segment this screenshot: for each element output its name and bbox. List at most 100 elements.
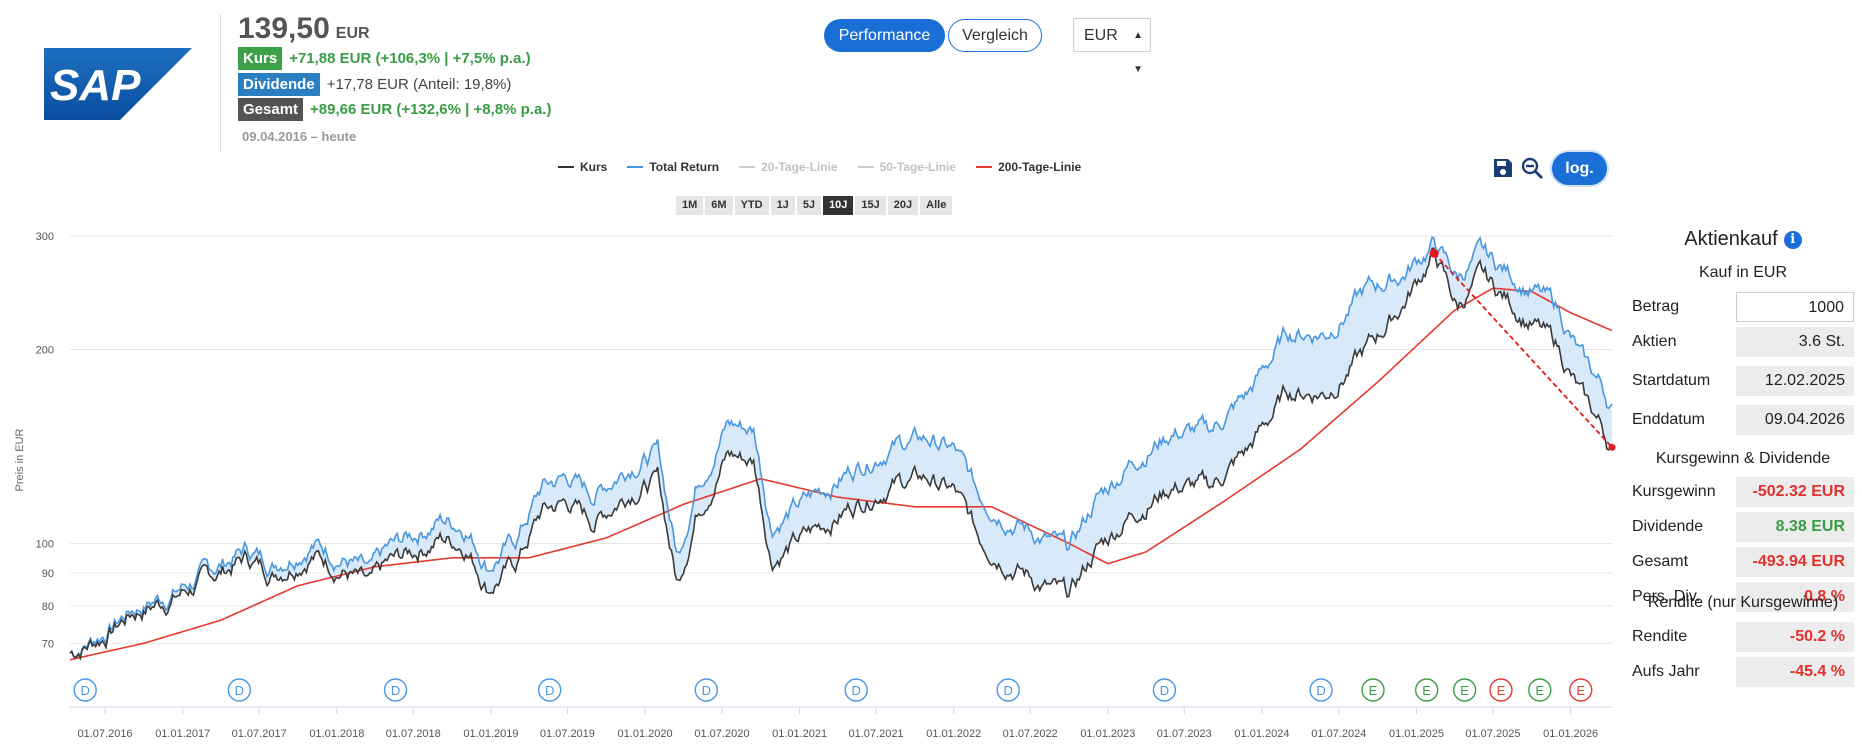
row-enddatum: Enddatum 09.04.2026: [1632, 405, 1854, 435]
event-marker: [1452, 678, 1477, 702]
enddatum-value[interactable]: 09.04.2026: [1736, 405, 1854, 435]
kursgewinn-label: Kursgewinn: [1632, 483, 1716, 500]
row-aufs-jahr: Aufs Jahr -45.4 %: [1632, 657, 1854, 687]
vergleich-button[interactable]: Vergleich: [948, 19, 1042, 52]
range-button-10j[interactable]: 10J: [823, 196, 854, 215]
row-dividende: Dividende 8.38 EUR: [1632, 512, 1854, 542]
event-marker-label: D: [702, 683, 711, 698]
legend-swatch: [558, 166, 574, 168]
aufs-jahr-value: -45.4 %: [1736, 657, 1854, 687]
x-tick-label: 01.07.2018: [386, 728, 441, 740]
row-betrag: Betrag 1000: [1632, 292, 1854, 322]
enddatum-label: Enddatum: [1632, 411, 1705, 428]
event-marker-label: E: [1369, 683, 1378, 698]
aktien-label: Aktien: [1632, 333, 1677, 350]
event-marker: [537, 678, 562, 702]
dividende-label: Dividende: [1632, 518, 1704, 535]
x-tick-label: 01.01.2023: [1080, 728, 1135, 740]
svg-text:®: ®: [134, 109, 141, 119]
event-marker: [1569, 678, 1593, 702]
event-marker-label: D: [852, 683, 861, 698]
event-marker: [383, 678, 408, 702]
range-button-1j[interactable]: 1J: [770, 196, 795, 215]
chart-legend: Kurs Total Return 20-Tage-Linie 50-Tage-…: [558, 160, 1081, 174]
legend-item-200-tage[interactable]: 200-Tage-Linie: [976, 160, 1081, 174]
x-tick-label: 01.07.2024: [1311, 728, 1366, 740]
betrag-input[interactable]: 1000: [1736, 292, 1854, 322]
x-tick-label: 01.07.2022: [1003, 728, 1058, 740]
x-tick-label: 01.01.2019: [463, 728, 518, 740]
legend-swatch: [739, 166, 756, 168]
legend-label: 20-Tage-Linie: [761, 160, 838, 174]
currency-select-value: EUR: [1084, 27, 1118, 44]
event-marker: [1528, 678, 1552, 702]
x-tick-label: 01.07.2016: [78, 728, 133, 740]
dividende-line: Dividende +17,78 EUR (Anteil: 19,8%): [238, 72, 511, 96]
row-gesamt: Gesamt -493.94 EUR: [1632, 547, 1854, 577]
y-tick-label: 90: [42, 568, 54, 580]
x-tick-label: 01.07.2023: [1157, 728, 1212, 740]
select-arrows-icon: ▲ ▼: [1133, 30, 1143, 75]
startdatum-value[interactable]: 12.02.2025: [1736, 366, 1854, 396]
y-tick-label: 80: [42, 601, 54, 613]
event-marker-label: D: [1316, 683, 1325, 698]
event-marker: [694, 678, 719, 702]
range-button-15j[interactable]: 15J: [855, 196, 886, 215]
price-chart[interactable]: 300 200 100 90 80 70 Preis in EUR D D D D D D D D D E E E E…: [0, 222, 1620, 752]
header-divider: [220, 14, 221, 152]
trade-end-point: [1608, 443, 1616, 451]
legend-label: 200-Tage-Linie: [998, 160, 1082, 174]
legend-label: 50-Tage-Linie: [879, 160, 957, 174]
range-button-6m[interactable]: 6M: [705, 196, 733, 215]
save-icon[interactable]: [1491, 156, 1515, 180]
pers-div-label: Pers. Div.: [1632, 588, 1701, 605]
event-marker: [1361, 678, 1385, 702]
legend-swatch: [976, 166, 993, 168]
event-marker-label: E: [1535, 683, 1544, 698]
range-button-ytd[interactable]: YTD: [734, 196, 769, 215]
event-marker: [996, 678, 1020, 702]
range-button-1m[interactable]: 1M: [676, 196, 704, 215]
aufs-jahr-label: Aufs Jahr: [1632, 663, 1700, 680]
range-button-alle[interactable]: Alle: [920, 196, 953, 215]
zoom-out-icon[interactable]: [1520, 156, 1544, 180]
legend-item-20-tage[interactable]: 20-Tage-Linie: [739, 160, 838, 174]
range-selector: 1M 6M YTD 1J 5J 10J 15J 20J Alle: [676, 196, 953, 215]
legend-item-total-return[interactable]: Total Return: [627, 160, 719, 174]
range-button-20j[interactable]: 20J: [887, 196, 919, 215]
performance-button[interactable]: Performance: [824, 19, 945, 52]
event-marker-label: D: [545, 683, 554, 698]
y-axis-label: Preis in EUR: [14, 428, 26, 491]
section-rendite-title: Rendite (nur Kursgewinne): [1647, 594, 1839, 611]
event-marker-label: D: [391, 683, 400, 698]
pers-div-value: 0.8 %: [1736, 582, 1854, 612]
series-line-total-return: [69, 236, 1613, 660]
currency-select[interactable]: EUR ▲ ▼: [1073, 18, 1151, 75]
x-tick-label: 01.07.2020: [694, 728, 749, 740]
event-marker: [227, 678, 252, 702]
x-tick-label: 01.01.2017: [155, 728, 210, 740]
legend-item-kurs[interactable]: Kurs: [558, 160, 607, 174]
dividende-panel-value: 8.38 EUR: [1736, 512, 1854, 542]
legend-swatch: [857, 166, 874, 168]
x-tick-label: 01.01.2024: [1234, 728, 1289, 740]
event-marker: [844, 678, 868, 702]
legend-item-50-tage[interactable]: 50-Tage-Linie: [857, 160, 957, 174]
event-marker-label: D: [1004, 683, 1013, 698]
panel-subtitle: Kauf in EUR: [1698, 264, 1788, 281]
event-marker-label: E: [1460, 683, 1469, 698]
x-tick-label: 01.01.2021: [772, 728, 827, 740]
range-button-5j[interactable]: 5J: [796, 196, 822, 215]
row-kursgewinn: Kursgewinn -502.32 EUR: [1632, 477, 1854, 507]
event-marker-label: D: [235, 683, 244, 698]
betrag-label: Betrag: [1632, 298, 1680, 315]
section-kursgewinn-dividende: Kursgewinn & Dividende: [1655, 450, 1831, 467]
x-tick-label: 01.01.2025: [1389, 728, 1444, 740]
dividende-value: +17,78 EUR (Anteil: 19,8%): [326, 75, 512, 93]
log-scale-button[interactable]: log.: [1552, 152, 1607, 185]
x-tick-label: 01.01.2026: [1543, 728, 1598, 740]
kurs-value: +71,88 EUR (+106,3% | +7,5% p.a.): [289, 49, 531, 67]
rendite-value: -50.2 %: [1736, 622, 1854, 652]
info-icon[interactable]: i: [1783, 230, 1802, 249]
event-marker-label: D: [81, 683, 90, 698]
